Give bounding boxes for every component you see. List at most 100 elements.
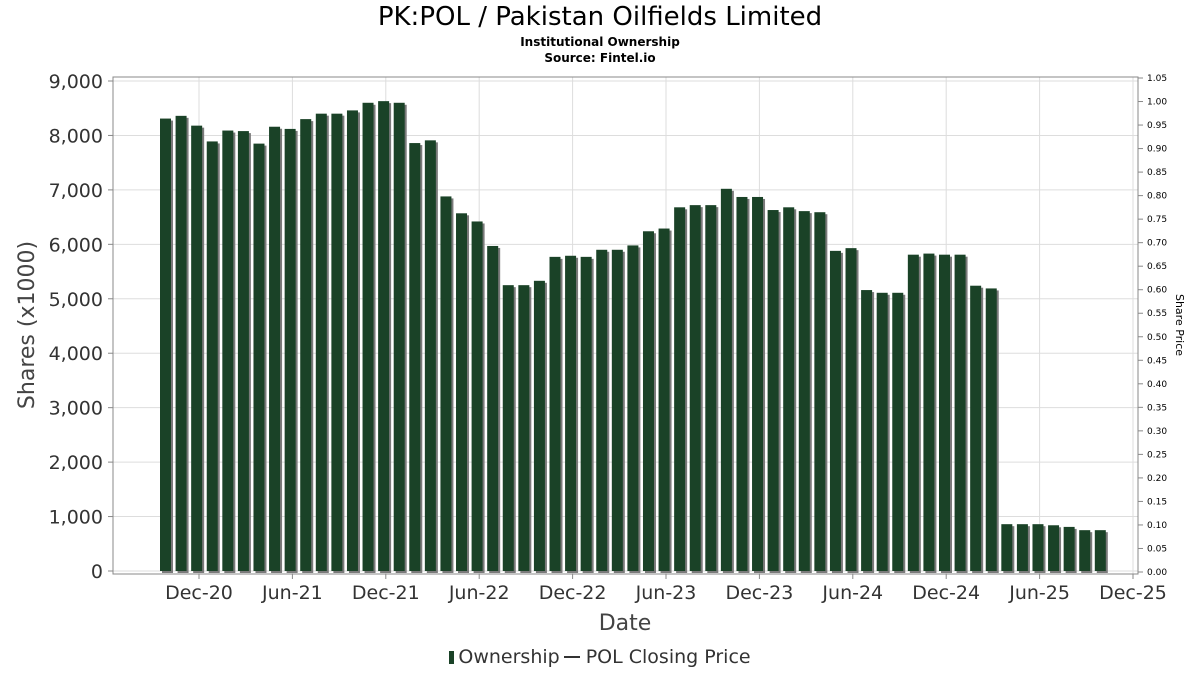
- ownership-bar: [720, 188, 732, 572]
- ownership-bar: [923, 253, 935, 572]
- y2-tick-label: 0.25: [1147, 450, 1167, 460]
- y2-tick-label: 0.35: [1147, 403, 1167, 413]
- grid: [113, 77, 1138, 574]
- y-axis-label: Shares (x1000): [15, 241, 40, 409]
- y-tick-label: 9,000: [49, 71, 103, 93]
- y2-tick-label: 0.50: [1147, 333, 1167, 343]
- y-tick-label: 1,000: [49, 507, 103, 529]
- y-tick-label: 7,000: [49, 180, 103, 202]
- y2-tick-label: 0.15: [1147, 497, 1167, 507]
- y-tick-label: 3,000: [49, 398, 103, 420]
- ownership-bar: [409, 143, 421, 572]
- y2-tick-label: 1.05: [1147, 74, 1167, 84]
- ownership-bar: [533, 280, 545, 571]
- ownership-bar: [1016, 524, 1028, 571]
- ownership-bar: [939, 254, 950, 571]
- y2-tick-label: 0.75: [1147, 215, 1167, 225]
- x-axis-label: Date: [599, 611, 652, 636]
- ownership-bar: [175, 115, 187, 571]
- x-tick-label: Dec-23: [725, 582, 793, 604]
- legend-price-label: POL Closing Price: [585, 646, 751, 668]
- ownership-bar: [970, 285, 982, 571]
- ownership-bar: [1094, 530, 1106, 571]
- ownership-bar: [689, 205, 701, 571]
- ownership-bar: [518, 285, 530, 571]
- ownership-bar: [1048, 525, 1060, 571]
- x-tick-label: Dec-24: [912, 582, 980, 604]
- y2-tick-label: 0.55: [1147, 309, 1167, 319]
- ownership-bar: [596, 249, 608, 571]
- chart-source: Source: Fintel.io: [544, 51, 656, 65]
- ownership-bar: [362, 102, 374, 572]
- ownership-bar: [378, 101, 390, 572]
- y2-tick-label: 0.30: [1147, 427, 1167, 437]
- ownership-bar: [783, 207, 795, 572]
- ownership-bar: [456, 213, 468, 572]
- ownership-bar: [206, 141, 218, 571]
- x-tick-label: Jun-25: [1008, 582, 1070, 604]
- y2-axis-label: Share Price: [1173, 294, 1186, 356]
- y-tick-label: 6,000: [49, 234, 103, 256]
- x-tick-label: Dec-22: [539, 582, 607, 604]
- ownership-bar: [160, 118, 171, 572]
- y-tick-label: 5,000: [49, 289, 103, 311]
- ownership-bar: [487, 245, 499, 571]
- ownership-bar: [705, 205, 717, 571]
- legend: Ownership POL Closing Price: [0, 646, 1200, 668]
- ownership-bar: [269, 126, 281, 571]
- ownership-bar: [549, 256, 561, 571]
- y2-tick-label: 0.60: [1147, 286, 1167, 296]
- ownership-bar: [627, 245, 639, 571]
- bars: [160, 101, 1108, 574]
- y2-tick-label: 1.00: [1147, 98, 1167, 108]
- ownership-bar: [393, 102, 405, 572]
- ownership-bar: [191, 125, 203, 572]
- ownership-bar: [674, 207, 686, 572]
- y2-tick-label: 0.45: [1147, 356, 1167, 366]
- ownership-bar: [814, 212, 826, 571]
- ownership-bar: [611, 249, 623, 571]
- ownership-bar: [1063, 526, 1075, 571]
- ownership-bar: [658, 228, 670, 572]
- ownership-bar: [1001, 524, 1013, 571]
- price-legend-line: [563, 656, 580, 658]
- ownership-bar: [985, 288, 997, 571]
- chart-subtitle: Institutional Ownership: [520, 35, 680, 49]
- ownership-bar: [845, 248, 857, 571]
- ownership-bar: [798, 211, 810, 571]
- y-tick-label: 8,000: [49, 125, 103, 147]
- y-tick-label: 4,000: [49, 343, 103, 365]
- ownership-bar: [892, 292, 904, 571]
- ownership-bar: [876, 292, 888, 571]
- x-tick-label: Dec-20: [165, 582, 233, 604]
- ownership-legend-swatch: [449, 651, 455, 664]
- y2-tick-label: 0.05: [1147, 544, 1167, 554]
- y2-tick-label: 0.90: [1147, 145, 1167, 155]
- ownership-bar: [907, 254, 919, 571]
- y-tick-label: 0: [91, 561, 103, 583]
- y2-tick-label: 0.85: [1147, 168, 1167, 178]
- ownership-bar: [829, 250, 841, 571]
- ownership-bar: [440, 196, 452, 571]
- y2-tick-label: 0.95: [1147, 121, 1167, 131]
- x-tick-label: Dec-21: [352, 582, 420, 604]
- x-tick-label: Jun-24: [821, 582, 883, 604]
- ownership-bar: [736, 196, 748, 571]
- ownership-bar: [642, 231, 654, 571]
- plot-area: [112, 76, 1139, 575]
- y2-tick-label: 0.00: [1147, 568, 1167, 578]
- y2-tick-label: 0.40: [1147, 380, 1167, 390]
- ownership-bar: [346, 110, 358, 572]
- legend-ownership-label: Ownership: [458, 646, 560, 668]
- ownership-bar: [565, 255, 577, 571]
- x-tick-label: Dec-25: [1099, 582, 1167, 604]
- y2-tick-label: 0.80: [1147, 192, 1167, 202]
- ownership-bar: [767, 210, 779, 572]
- ownership-bar: [954, 254, 966, 571]
- ownership-bar: [861, 290, 873, 571]
- axes: 0 1,000 2,000 3,000 4,000 5,000 6,000 7,000 8,00…: [49, 71, 1168, 604]
- chart-header: PK:POL / Pakistan Oilfields Limited Inst…: [0, 0, 1200, 66]
- y2-tick-label: 0.10: [1147, 521, 1167, 531]
- ownership-bar: [471, 221, 483, 571]
- ownership-bar: [222, 130, 234, 572]
